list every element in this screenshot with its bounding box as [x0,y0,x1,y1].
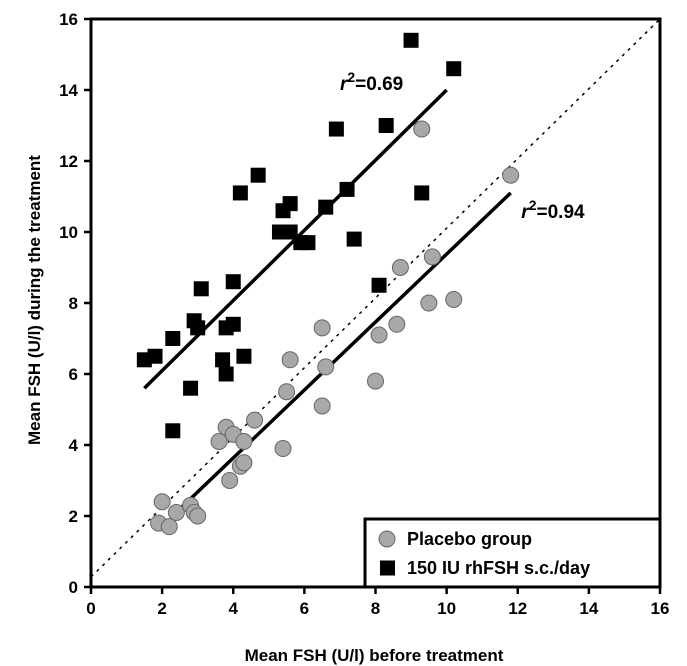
rhfsh-point [218,366,234,382]
placebo-point [160,518,178,536]
rhfsh-point [250,167,266,183]
placebo-point [189,507,207,525]
legend-label-placebo: Placebo group [407,529,532,549]
rhfsh-point [165,331,181,346]
identity-dotted-line [90,18,661,578]
r-squared-annotation: r2=0.94 [521,197,585,223]
x-tick-label: 4 [229,599,239,618]
legend-rhfsh-marker [380,560,395,576]
placebo-point [221,472,239,489]
placebo-point [278,383,296,401]
y-tick-label: 14 [59,81,78,100]
rhfsh-point [300,235,316,251]
rhfsh-point [346,231,362,247]
rhfsh-point [183,380,199,396]
y-tick-label: 4 [69,436,79,455]
superscript: 2 [529,197,537,213]
x-tick-label: 0 [86,599,95,618]
legend-placebo-marker [378,530,396,548]
rhfsh-point [318,199,334,215]
rhfsh-point [147,348,163,364]
y-tick-label: 6 [69,365,78,384]
x-axis-ticks: 0 2 4 6 8 10 12 14 16 [86,587,669,618]
x-tick-label: 10 [437,599,456,618]
rhfsh-point [165,423,181,439]
plot-border [89,17,662,589]
placebo-point [235,432,253,450]
r-squared-value: =0.69 [355,74,403,95]
placebo-point [313,397,331,415]
rhfsh-point [403,32,419,48]
plot-frame [89,17,662,589]
x-axis-label: Mean FSH (U/l) before treatment [245,646,504,665]
x-tick-label: 14 [579,599,598,618]
rhfsh-point [236,348,252,364]
r-squared-annotation: r2=0.69 [340,69,403,95]
placebo-point [313,319,331,337]
r-squared-value: =0.94 [537,202,586,223]
placebo-point [281,351,299,369]
x-tick-label: 2 [157,599,166,618]
placebo-point [167,503,185,521]
y-axis-label: Mean FSH (U/l) during the treatment [25,155,44,445]
y-tick-label: 10 [59,223,78,242]
placebo-point [367,372,384,390]
placebo-point [370,326,388,344]
y-tick-label: 0 [69,578,78,597]
rhfsh-point [328,121,344,137]
placebo-point [388,315,406,333]
rhfsh-point [446,61,462,77]
rhfsh-point [339,181,355,197]
identity-line [90,18,661,578]
placebo-point [391,259,409,276]
x-tick-label: 16 [651,599,670,618]
y-tick-label: 2 [69,507,78,526]
r-symbol: r [521,202,530,223]
x-tick-label: 8 [371,599,380,618]
placebo-point [445,290,463,308]
rhfsh-point [225,274,241,290]
placebo-point [274,440,292,458]
y-tick-label: 12 [59,152,78,171]
rhfsh-point [371,277,387,293]
superscript: 2 [347,69,355,85]
rhfsh-point [215,352,231,368]
placebo-point [317,358,335,376]
legend-label-rhfsh: 150 IU rhFSH s.c./day [407,558,590,578]
placebo-point [210,432,228,450]
y-axis-ticks: 0 2 4 6 8 10 12 14 16 [59,10,91,597]
data-points [136,32,520,536]
y-tick-label: 8 [69,294,78,313]
rhfsh-point [193,281,209,297]
placebo-point [502,166,520,184]
placebo-point [153,493,171,511]
rhfsh-point [232,185,248,201]
x-tick-label: 6 [300,599,309,618]
placebo-point [423,248,441,266]
rhfsh-point [282,196,298,212]
placebo-fit-line [178,191,512,511]
placebo-point [246,411,264,429]
x-tick-label: 12 [508,599,527,618]
legend-box [363,517,662,589]
rhfsh-point [190,320,206,336]
placebo-point [235,454,253,472]
legend: Placebo group 150 IU rhFSH s.c./day [363,517,662,589]
rhfsh-point [225,316,241,332]
r-symbol: r [340,74,349,95]
rhfsh-point [414,185,430,201]
rhfsh-point [378,118,394,133]
placebo-point [420,294,438,312]
placebo-point [413,120,431,138]
y-tick-label: 16 [59,10,78,29]
